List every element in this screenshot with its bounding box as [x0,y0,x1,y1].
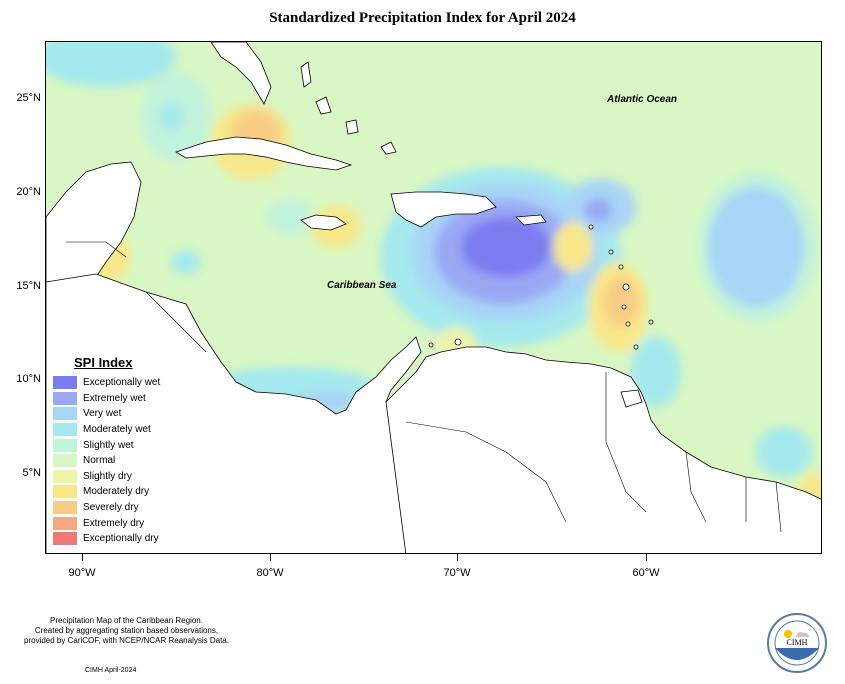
country-borders [66,241,782,533]
legend-swatch [53,501,77,515]
legend-label: Extremely wet [83,392,146,404]
legend-item: Moderately wet [53,422,160,438]
legend-label: Slightly dry [83,470,132,482]
legend-label: Severely dry [83,502,139,514]
lon-tick [457,554,458,561]
land-masses [46,42,821,553]
legend-item: Slightly wet [53,437,160,453]
legend-swatch [53,423,77,437]
spi-legend: Exceptionally wet Extremely wet Very wet Mo… [53,375,160,547]
legend-label: Exceptionally dry [83,533,159,545]
legend-label: Very wet [83,408,122,420]
legend-item: Severely dry [53,500,160,516]
legend-swatch [53,485,77,499]
map-footnote: Precipitation Map of the Caribbean Regio… [14,616,239,646]
lon-tick-label: 80°W [256,567,284,579]
sun-icon [784,630,792,638]
legend-swatch [53,469,77,483]
legend-swatch [53,438,77,452]
map-canvas [46,42,821,553]
legend-item: Extremely wet [53,391,160,407]
map-title: Standardized Precipitation Index for Apr… [269,10,576,26]
legend-label: Normal [83,455,116,467]
lat-tick-label: 5°N [22,467,41,479]
legend-label: Exceptionally wet [83,377,161,389]
legend-item: Slightly dry [53,469,160,485]
footnote-date: CIMH April-2024 [85,667,137,674]
lat-tick-label: 10°N [16,373,41,385]
legend-swatch [53,516,77,530]
lon-tick [270,554,271,561]
legend-title: SPI Index [74,355,133,370]
caribbean-sea-label: Caribbean Sea [327,280,397,291]
legend-item: Normal [53,453,160,469]
legend-swatch [53,454,77,468]
legend-label: Extremely dry [83,517,145,529]
legend-item: Moderately dry [53,484,160,500]
lat-tick-label: 25°N [16,92,41,104]
legend-swatch [53,391,77,405]
lon-tick-label: 60°W [632,567,660,579]
lon-tick [82,554,83,561]
legend-label: Moderately dry [83,486,150,498]
legend-item: Extremely dry [53,515,160,531]
legend-swatch [53,376,77,390]
legend-label: Moderately wet [83,424,151,436]
footnote-line: provided by CariCOF, with NCEP/NCAR Rean… [24,636,229,645]
cimh-logo: CIMH [767,613,827,673]
footnote-line: Created by aggregating station based obs… [34,626,219,635]
cloud-icon [796,632,809,637]
lon-tick [646,554,647,561]
legend-item: Exceptionally wet [53,375,160,391]
atlantic-ocean-label: Atlantic Ocean [607,94,678,105]
legend-item: Very wet [53,406,160,422]
legend-label: Slightly wet [83,439,134,451]
lon-tick-label: 90°W [68,567,96,579]
legend-item: Exceptionally dry [53,531,160,547]
lon-tick-label: 70°W [443,567,471,579]
legend-swatch [53,407,77,421]
footnote-line: Precipitation Map of the Caribbean Regio… [50,616,203,625]
lat-tick-label: 20°N [16,186,41,198]
legend-swatch [53,532,77,546]
spi-map: Atlantic Ocean Caribbean Sea [45,41,822,554]
logo-acronym: CIMH [787,638,808,647]
lat-tick-label: 15°N [16,280,41,292]
